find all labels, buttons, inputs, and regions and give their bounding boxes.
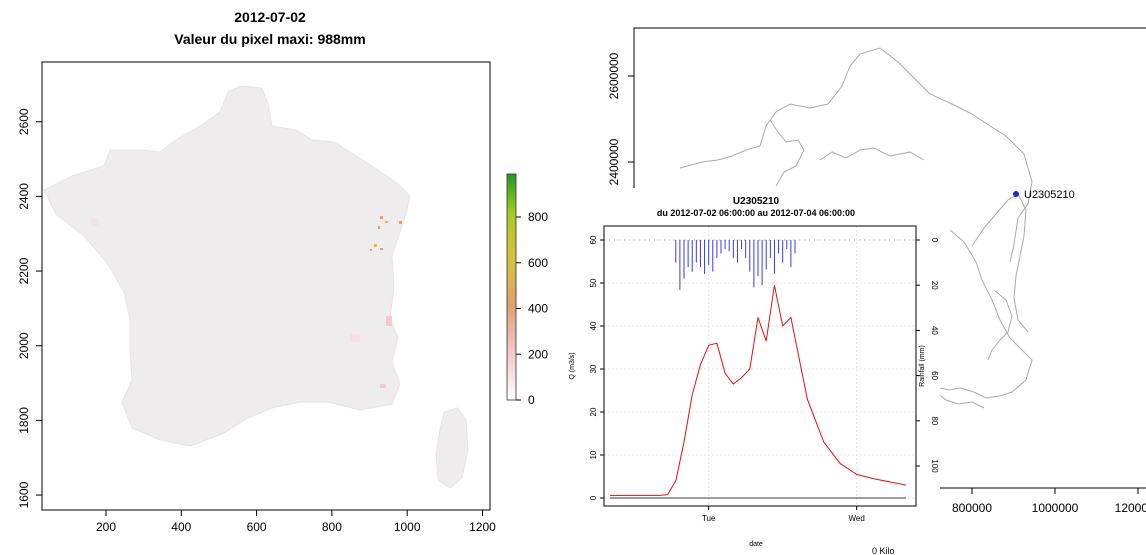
- map-y-tick-label: 2600: [17, 108, 31, 135]
- hydrograph-left-tick-label: 60: [589, 235, 598, 244]
- map-y-tick-label: 2200: [17, 257, 31, 284]
- hydrograph-right-tick-label: 100: [930, 459, 939, 473]
- hydrograph-left-tick-label: 10: [589, 450, 598, 459]
- corsica-rainfall-field: [435, 407, 469, 489]
- colorbar: 0 200 400 600 800: [506, 173, 548, 407]
- colorbar-tick-label: 400: [528, 302, 548, 316]
- hydrograph-left-tick-label: 50: [589, 278, 598, 287]
- hydrograph-left-axis: 0 10 20 30 40 50 60: [589, 235, 604, 500]
- map-y-tick-label: 2000: [17, 332, 31, 359]
- hydrograph-title-period: du 2012-07-02 06:00:00 au 2012-07-04 06:…: [657, 208, 855, 218]
- hydrograph-right-tick-label: 80: [930, 416, 939, 425]
- station-marker[interactable]: [1013, 191, 1019, 197]
- hydrograph-left-tick-label: 0: [589, 495, 598, 500]
- station-map-x-axis: 800000 1000000 1200000: [952, 488, 1146, 515]
- colorbar-ticks: 0 200 400 600 800: [516, 210, 548, 407]
- hydrograph-title-station: U2305210: [733, 196, 780, 207]
- station-map-x-tick-label: 800000: [952, 501, 992, 515]
- hydrograph-right-tick-label: 20: [930, 281, 939, 290]
- hydrograph-right-tick-label: 60: [930, 371, 939, 380]
- hydrograph-right-tick-label: 0: [930, 238, 939, 243]
- map-x-tick-label: 1000: [394, 520, 421, 534]
- hydrograph-left-tick-label: 30: [589, 364, 598, 373]
- map-x-tick-label: 800: [322, 520, 342, 534]
- rainfall-map-chart: 2012-07-02 Valeur du pixel maxi: 988mm 2…: [17, 9, 548, 534]
- colorbar-tick-label: 800: [528, 210, 548, 224]
- map-x-tick-label: 600: [247, 520, 267, 534]
- hydrograph-grid: [604, 226, 916, 506]
- hydrograph-x-label: date: [749, 541, 763, 548]
- colorbar-tick-label: 200: [528, 347, 548, 361]
- map-y-tick-label: 1800: [17, 407, 31, 434]
- map-x-tick-label: 400: [171, 520, 191, 534]
- hydrograph-panel: U2305210 du 2012-07-02 06:00:00 au 2012-…: [560, 188, 940, 555]
- map-y-tick-label: 1600: [17, 481, 31, 508]
- hydrograph-x-tick-label: Tue: [702, 514, 716, 523]
- map-y-axis: 1600 1800 2000 2200 2400 2600: [17, 108, 42, 508]
- station-label: U2305210: [1024, 189, 1075, 201]
- map-title-max-value: Valeur du pixel maxi: 988mm: [174, 31, 365, 47]
- station-map-x-tick-label: 1200000: [1115, 501, 1146, 515]
- hydrograph-left-tick-label: 20: [589, 407, 598, 416]
- map-y-tick-label: 2400: [17, 183, 31, 210]
- colorbar-gradient: [506, 173, 517, 401]
- station-map-y-tick-label: 2600000: [607, 52, 621, 99]
- map-title-date: 2012-07-02: [234, 9, 306, 25]
- map-x-axis: 200 400 600 800 1000 1200: [96, 510, 496, 534]
- hydrograph-y-label: Q (m3/s): [569, 352, 576, 379]
- rainfall-bars: [675, 240, 796, 290]
- hydrograph-chart: U2305210 du 2012-07-02 06:00:00 au 2012-…: [569, 196, 939, 555]
- france-rainfall-field: [43, 85, 411, 447]
- colorbar-tick-label: 0: [528, 393, 535, 407]
- station-map-y-tick-label: 2400000: [607, 138, 621, 185]
- hydrograph-left-tick-label: 40: [589, 321, 598, 330]
- map-x-tick-label: 1200: [469, 520, 496, 534]
- colorbar-tick-label: 600: [528, 256, 548, 270]
- station-map-x-tick-label: 1000000: [1032, 501, 1079, 515]
- discharge-series-line: [610, 285, 907, 496]
- hydrograph-rainfall-label: Rainfall (mm): [919, 345, 926, 387]
- map-x-tick-label: 200: [96, 520, 116, 534]
- hydrograph-x-axis: Tue Wed: [702, 506, 865, 523]
- hydrograph-right-tick-label: 40: [930, 326, 939, 335]
- france-basin-outline: [679, 47, 1033, 409]
- station-map-y-axis: 2600000 2400000: [607, 52, 634, 185]
- rainfall-map-panel: 2012-07-02 Valeur du pixel maxi: 988mm 2…: [17, 9, 548, 534]
- scale-bar-label: 0 Kilo: [872, 546, 895, 555]
- high-rainfall-pixels: [90, 216, 402, 388]
- map-plot-frame: [41, 61, 491, 511]
- hydrograph-plot-frame: [603, 225, 917, 507]
- hydrograph-x-tick-label: Wed: [849, 514, 865, 523]
- hydrograph-right-axis: 0 20 40 60 80 100: [916, 238, 939, 473]
